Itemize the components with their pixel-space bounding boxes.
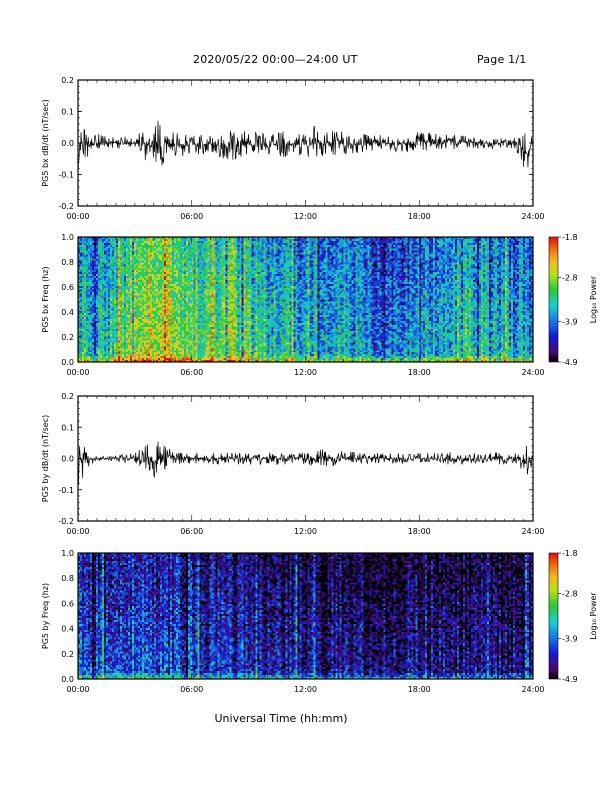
colorbar-tick-label: -1.8 [562, 549, 578, 558]
panel-3: -0.2 -0.1 0.0 0.1 0.2 00:00 06:00 12:00 18:00 24:… [41, 392, 545, 536]
y-axis-label: PG5 by Freq (hz) [41, 583, 50, 649]
y-tick-label: 0.8 [61, 258, 74, 267]
page-number: Page 1/1 [477, 53, 527, 66]
panel-1: -0.2 -0.1 0.0 0.1 0.2 00:00 06:00 12:00 18:00 24:… [41, 76, 545, 221]
colorbar-tick-label: -1.8 [562, 233, 578, 242]
x-tick-label: 18:00 [408, 368, 431, 377]
colorbar [548, 236, 559, 363]
x-tick-label: 24:00 [521, 527, 544, 536]
x-tick-label: 12:00 [294, 368, 317, 377]
y-axis-label: PG5 by dB/dt (nT/sec) [41, 415, 50, 502]
y-tick-label: 0.1 [61, 108, 74, 117]
x-tick-label: 18:00 [408, 685, 431, 694]
y-tick-label: 0.1 [61, 423, 74, 432]
colorbar-tick-label: -4.9 [562, 675, 578, 684]
y-tick-label: 0.0 [61, 675, 74, 684]
x-tick-label: 06:00 [180, 685, 203, 694]
colorbar-label: Log₁₀ Power [589, 592, 598, 640]
y-tick-label: 0.0 [61, 358, 74, 367]
panel-4: -1.8 -2.8 -3.9 -4.9 Log₁₀ Power 0.0 0.2 0.4 0.6 0… [41, 549, 598, 694]
y-tick-label: 0.6 [61, 599, 74, 608]
spectrogram-image [78, 553, 533, 679]
y-tick-label: -0.1 [58, 486, 74, 495]
x-tick-label: 00:00 [66, 527, 89, 536]
dbdt-trace [77, 441, 534, 485]
y-tick-label: 0.2 [61, 76, 74, 85]
y-tick-label: -0.2 [58, 517, 74, 526]
x-axis-label: Universal Time (hh:mm) [215, 712, 348, 725]
y-tick-label: -0.1 [58, 171, 74, 180]
colorbar-tick-label: -2.8 [562, 590, 578, 599]
x-tick-label: 00:00 [66, 685, 89, 694]
y-tick-label: 0.0 [61, 139, 74, 148]
spectrogram-image [78, 237, 533, 362]
y-tick-label: 0.2 [61, 392, 74, 401]
x-tick-label: 24:00 [521, 212, 544, 221]
x-tick-label: 18:00 [408, 527, 431, 536]
y-tick-label: 0.4 [61, 308, 74, 317]
page-title: 2020/05/22 00:00—24:00 UT [193, 53, 358, 66]
y-tick-label: -0.2 [58, 202, 74, 211]
colorbar [548, 552, 559, 680]
y-tick-label: 0.2 [61, 650, 74, 659]
y-tick-label: 0.8 [61, 574, 74, 583]
x-tick-label: 12:00 [294, 527, 317, 536]
x-tick-label: 12:00 [294, 212, 317, 221]
colorbar-label: Log₁₀ Power [589, 275, 598, 323]
x-tick-label: 24:00 [521, 368, 544, 377]
x-tick-label: 00:00 [66, 212, 89, 221]
x-tick-label: 06:00 [180, 527, 203, 536]
y-tick-label: 0.0 [61, 455, 74, 464]
x-tick-label: 24:00 [521, 685, 544, 694]
x-tick-label: 06:00 [180, 212, 203, 221]
dbdt-trace [77, 120, 534, 178]
x-tick-label: 12:00 [294, 685, 317, 694]
y-tick-label: 1.0 [61, 549, 74, 558]
y-tick-label: 0.2 [61, 333, 74, 342]
y-axis-label: PG5 bx Freq (hz) [41, 266, 50, 332]
panel-2: -1.8 -2.8 -3.9 -4.9 Log₁₀ Power 0.0 0.2 0.4 0.6 0… [41, 233, 598, 377]
y-tick-label: 0.4 [61, 625, 74, 634]
colorbar-tick-label: -2.8 [562, 273, 578, 282]
x-tick-label: 18:00 [408, 212, 431, 221]
colorbar-tick-label: -4.9 [562, 358, 578, 367]
colorbar-tick-label: -3.9 [562, 634, 578, 643]
y-tick-label: 1.0 [61, 233, 74, 242]
colorbar-tick-label: -3.9 [562, 318, 578, 327]
y-tick-label: 0.6 [61, 283, 74, 292]
x-tick-label: 00:00 [66, 368, 89, 377]
x-tick-label: 06:00 [180, 368, 203, 377]
y-axis-label: PG5 bx dB/dt (nT/sec) [41, 99, 50, 186]
